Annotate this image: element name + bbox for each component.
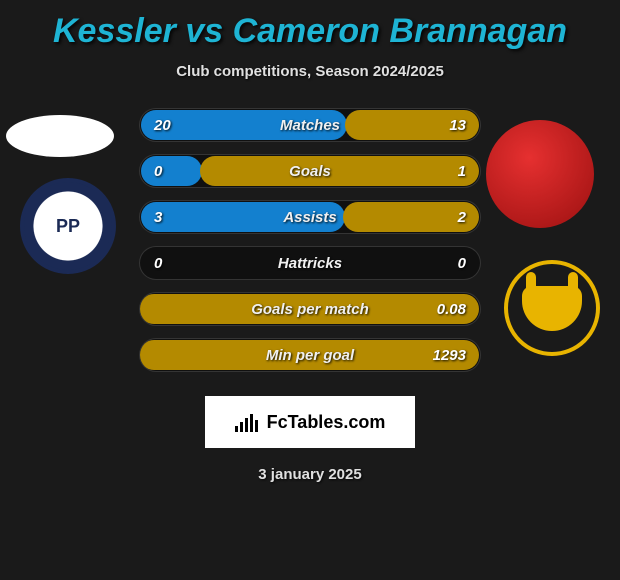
stat-label: Goals per match [140, 293, 480, 326]
comparison-subtitle: Club competitions, Season 2024/2025 [0, 63, 620, 80]
stat-label: Assists [140, 201, 480, 234]
brand-box: FcTables.com [205, 396, 415, 448]
stat-value-right: 1293 [433, 339, 466, 372]
stat-label: Hattricks [140, 247, 480, 280]
stat-label: Matches [140, 109, 480, 142]
stat-label: Goals [140, 155, 480, 188]
stat-row: Assists3 2 [139, 200, 481, 234]
stat-value-right: 2 [458, 201, 466, 234]
stat-value-left: 0 [154, 155, 162, 188]
stat-value-right: 1 [458, 155, 466, 188]
stats-container: Matches2013Goals01Assists32Hattricks00Go… [0, 108, 620, 372]
stat-row: Min per goal1293 [139, 338, 481, 372]
stat-value-right: 0.08 [437, 293, 466, 326]
stat-value-left: 20 [154, 109, 171, 142]
stat-row: Matches20 13 [139, 108, 481, 142]
stat-value-left: 3 [154, 201, 162, 234]
footer-date: 3 january 2025 [0, 466, 620, 483]
brand-chart-icon [235, 412, 261, 432]
comparison-title: Kessler vs Cameron Brannagan [0, 0, 620, 51]
stat-row: Hattricks0 0 [139, 246, 481, 280]
stat-value-left: 0 [154, 247, 162, 280]
stat-row: Goals per match0.08 [139, 292, 481, 326]
brand-text: FcTables.com [267, 412, 386, 433]
stat-label: Min per goal [140, 339, 480, 372]
stat-value-right: 13 [449, 109, 466, 142]
stat-row: Goals0 1 [139, 154, 481, 188]
stat-value-right: 0 [458, 247, 466, 280]
